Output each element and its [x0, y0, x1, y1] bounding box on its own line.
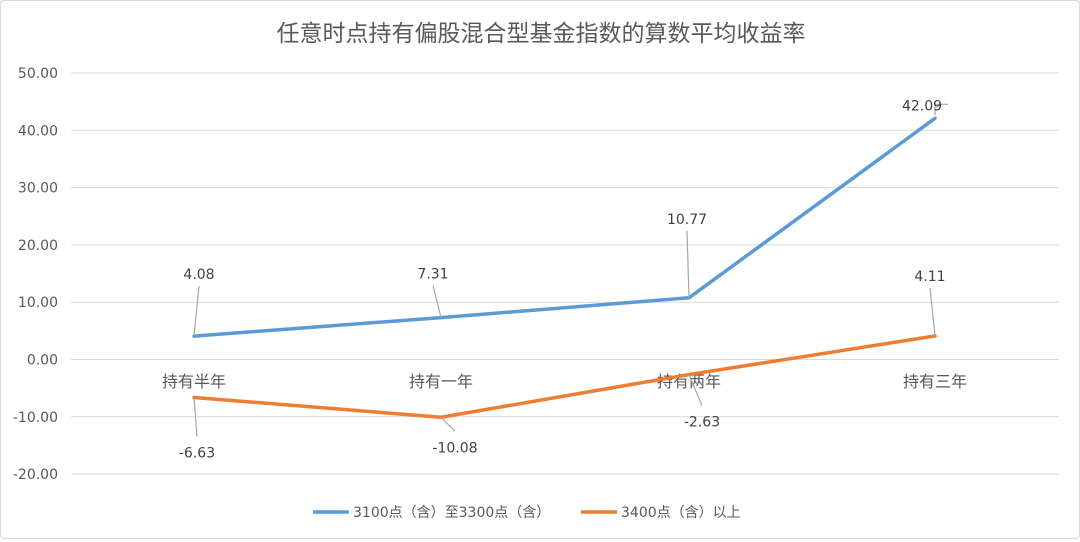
y-tick-label: 50.00	[18, 66, 58, 82]
data-label: 4.08	[183, 267, 214, 283]
data-label: 4.11	[914, 269, 945, 285]
data-labels: 4.08 7.31 10.77 42.09 -6.63 -10.08 -2.63 4.11	[179, 98, 948, 461]
series-group	[192, 116, 937, 420]
y-tick-label: 10.00	[18, 295, 58, 311]
data-label: -10.08	[432, 440, 477, 456]
chart-title: 任意时点持有偏股混合型基金指数的算数平均收益率	[277, 21, 806, 47]
x-tick-label: 持有一年	[409, 372, 473, 391]
y-tick-label: -10.00	[13, 410, 58, 426]
leader-line	[688, 374, 703, 406]
y-tick-label: -20.00	[13, 467, 58, 483]
x-tick-label: 持有半年	[162, 372, 226, 391]
leader-line	[193, 286, 200, 337]
y-axis: 50.00 40.00 30.00 20.00 10.00 0.00 -10.00 -20.0…	[13, 66, 58, 483]
leader-line	[432, 285, 442, 318]
leader-line	[440, 416, 456, 432]
legend-label-2: 3400点（含）以上	[621, 505, 741, 521]
leader-line	[929, 287, 936, 337]
legend: 3100点（含）至3300点（含） 3400点（含）以上	[313, 505, 741, 521]
y-tick-label: 20.00	[18, 238, 58, 254]
y-tick-label: 40.00	[18, 123, 58, 139]
y-tick-label: 30.00	[18, 181, 58, 197]
leader-line	[686, 230, 690, 298]
x-axis: 持有半年 持有一年 持有两年 持有三年	[162, 372, 967, 391]
data-label: 42.09	[902, 98, 942, 114]
data-label: -6.63	[179, 445, 215, 461]
x-tick-label: 持有三年	[903, 372, 967, 391]
leader-line	[193, 397, 198, 437]
series-line-2	[192, 334, 937, 420]
series-line-1	[192, 116, 937, 338]
leader-line	[934, 103, 948, 116]
data-label: 10.77	[667, 212, 707, 228]
grid-lines	[71, 72, 1059, 475]
y-tick-label: 0.00	[27, 353, 58, 369]
data-label: -2.63	[684, 415, 720, 431]
legend-label-1: 3100点（含）至3300点（含）	[353, 505, 550, 521]
data-label: 7.31	[417, 267, 448, 283]
